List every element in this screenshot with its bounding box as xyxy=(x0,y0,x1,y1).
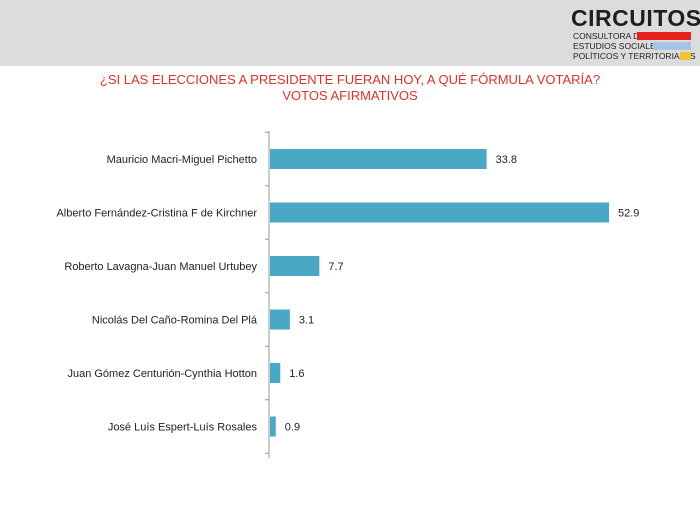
bar xyxy=(270,416,276,437)
data-label: 52.9 xyxy=(618,208,639,220)
category-label: Juan Gómez Centurión-Cynthia Hotton xyxy=(67,368,257,380)
logo-blue-bar xyxy=(653,42,691,50)
logo: CIRCUITOS CONSULTORA DE ESTUDIOS SOCIALE… xyxy=(571,6,700,62)
bar xyxy=(270,363,281,383)
logo-wordmark: CIRCUITOS xyxy=(571,5,700,31)
category-label: Roberto Lavagna-Juan Manuel Urtubey xyxy=(64,261,257,273)
logo-red-bar xyxy=(637,32,691,40)
logo-yellow-bar xyxy=(680,52,691,60)
category-label: José Luís Espert-Luís Rosales xyxy=(108,422,258,434)
data-label: 7.7 xyxy=(328,261,343,273)
header-band xyxy=(0,0,700,66)
chart-title: ¿SI LAS ELECCIONES A PRESIDENTE FUERAN H… xyxy=(0,72,700,104)
category-label: Mauricio Macri-Miguel Pichetto xyxy=(107,154,257,166)
logo-line-3: POLÍTICOS Y TERRITORIALES xyxy=(573,51,696,61)
chart-title-line-2: VOTOS AFIRMATIVOS xyxy=(282,88,418,103)
data-label: 33.8 xyxy=(496,154,517,166)
bar xyxy=(270,309,290,330)
category-label: Alberto Fernández-Cristina F de Kirchner xyxy=(56,208,257,220)
bar xyxy=(270,149,487,169)
data-label: 3.1 xyxy=(299,315,314,327)
bar xyxy=(270,202,609,223)
chart-title-line-1: ¿SI LAS ELECCIONES A PRESIDENTE FUERAN H… xyxy=(99,72,601,87)
data-label: 0.9 xyxy=(285,422,300,434)
logo-line-2: ESTUDIOS SOCIALES, xyxy=(573,41,664,51)
logo-line-1: CONSULTORA DE xyxy=(573,31,645,41)
category-label: Nicolás Del Caño-Romina Del Plá xyxy=(92,315,258,327)
bar xyxy=(270,256,320,276)
data-label: 1.6 xyxy=(289,368,304,380)
